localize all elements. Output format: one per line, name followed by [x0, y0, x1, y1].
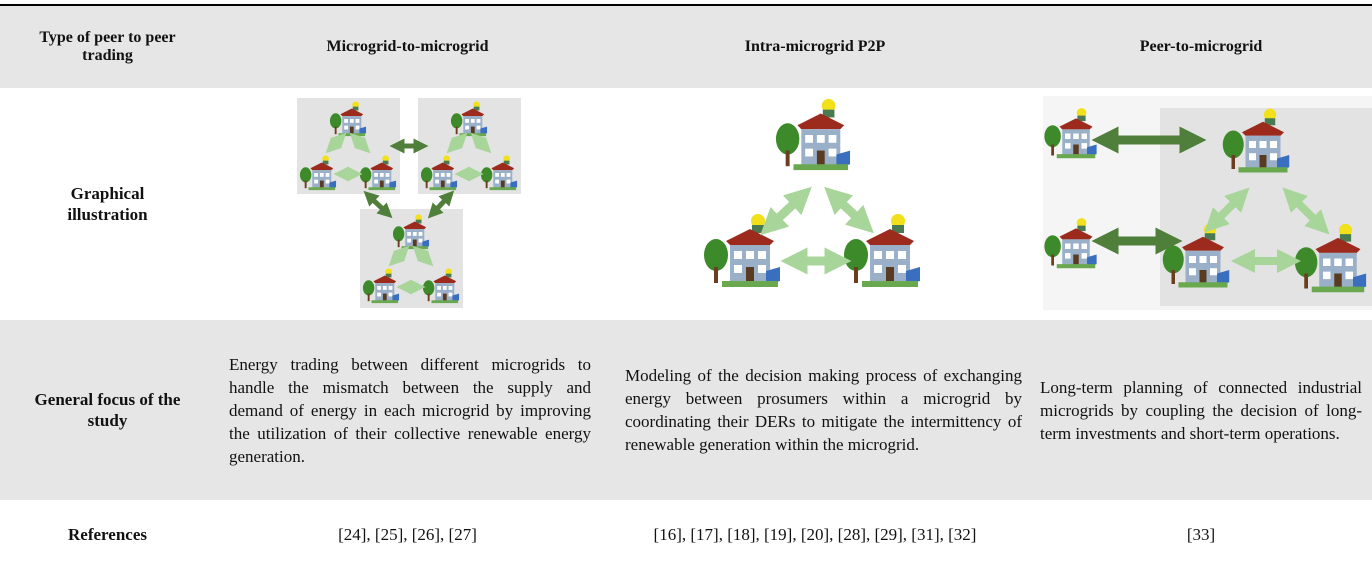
header-cell: Type of peer to peer trading — [0, 6, 215, 88]
row-label: Graphical illustration — [0, 88, 215, 320]
header-row: Type of peer to peer trading Microgrid-t… — [0, 6, 1372, 88]
microgrid — [418, 98, 521, 194]
page: Type of peer to peer trading Microgrid-t… — [0, 0, 1372, 569]
header-cell: Microgrid-to-microgrid — [215, 6, 600, 88]
references-text: [33] — [1030, 500, 1372, 569]
focus-text: Energy trading between different microgr… — [229, 320, 591, 500]
row-label: General focus of the study — [0, 320, 215, 500]
focus-text: Modeling of the decision making process … — [625, 320, 1022, 500]
focus-text: Long-term planning of connected industri… — [1040, 320, 1362, 500]
header-cell: Peer-to-microgrid — [1030, 6, 1372, 88]
microgrid — [297, 98, 400, 194]
header-cell: Intra-microgrid P2P — [600, 6, 1030, 88]
references-text: [16], [17], [18], [19], [20], [28], [29]… — [600, 500, 1030, 569]
focus-row: General focus of the study Energy tradin… — [0, 320, 1372, 500]
illustration-peer-to-microgrid — [1043, 96, 1372, 310]
references-row: References [24], [25], [26], [27] [16], … — [0, 500, 1372, 569]
illustration-intra-microgrid — [702, 96, 934, 310]
row-label: References — [0, 500, 215, 569]
illustration-microgrid-to-microgrid — [297, 96, 522, 310]
microgrid — [360, 209, 463, 308]
references-text: [24], [25], [26], [27] — [215, 500, 600, 569]
